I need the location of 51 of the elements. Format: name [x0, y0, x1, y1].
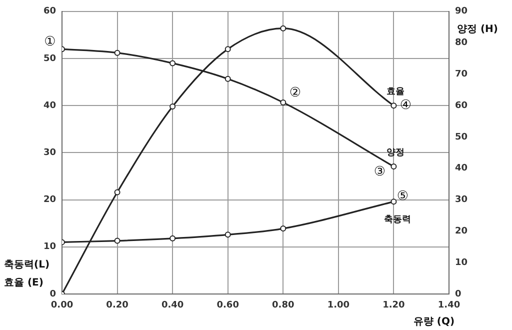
y-tick-label: 40	[43, 100, 56, 111]
y-tick-label: 30	[43, 148, 56, 158]
point	[224, 46, 231, 52]
series-label: 축동력	[384, 214, 412, 226]
y2-tick-label: 0	[455, 289, 462, 300]
y-tick-label: 50	[43, 54, 56, 64]
x-axis-title: 유량 (Q)	[413, 316, 455, 328]
x-tick-label: 0.20	[106, 300, 128, 311]
point	[280, 99, 286, 106]
point	[170, 60, 176, 66]
x-tick-label: 1.00	[327, 300, 350, 311]
y-tick-label: 20	[43, 195, 56, 206]
annotation: ②	[289, 86, 301, 101]
point	[280, 226, 286, 232]
annotation: ④	[400, 98, 412, 113]
y2-tick-label: 70	[455, 70, 468, 80]
point	[390, 198, 397, 205]
x-tick-label: 0.80	[272, 300, 294, 311]
point	[170, 235, 176, 242]
x-tick-label: 1.40	[438, 300, 460, 311]
point	[114, 189, 120, 196]
point	[390, 102, 397, 109]
point	[280, 25, 286, 32]
y2-axis-title: 양정 (H)	[457, 24, 498, 35]
y2-tick-label: 90	[455, 6, 468, 17]
y2-tick-label: 80	[455, 38, 468, 48]
y2-tick-label: 50	[455, 132, 468, 142]
series-label: 양정	[386, 148, 405, 158]
y-axis-title: 축동력(L) 효율 (E)	[4, 260, 50, 289]
point	[390, 164, 397, 170]
y2-tick-label: 60	[455, 100, 468, 111]
x-tick-label: 1.20	[382, 300, 405, 311]
y-tick-label: 60	[43, 6, 56, 17]
point	[224, 76, 231, 82]
x-tick-label: 0.00	[50, 300, 74, 311]
y-tick-label: 10	[43, 242, 56, 252]
y2-tick-label: 40	[455, 164, 468, 174]
x-tick-label: 0.60	[216, 300, 239, 311]
annotation: ①	[44, 34, 56, 50]
x-tick-label: 0.40	[161, 300, 184, 311]
point	[170, 104, 176, 110]
point	[114, 238, 120, 244]
point	[224, 232, 231, 238]
series-label: 효율	[386, 86, 405, 97]
point	[114, 50, 120, 56]
y-tick-label: 0	[50, 289, 56, 300]
y2-tick-label: 20	[455, 226, 468, 237]
annotation: ⑤	[396, 189, 409, 204]
y2-tick-label: 30	[455, 195, 468, 206]
y2-tick-label: 10	[455, 258, 468, 268]
annotation: ③	[374, 164, 386, 180]
